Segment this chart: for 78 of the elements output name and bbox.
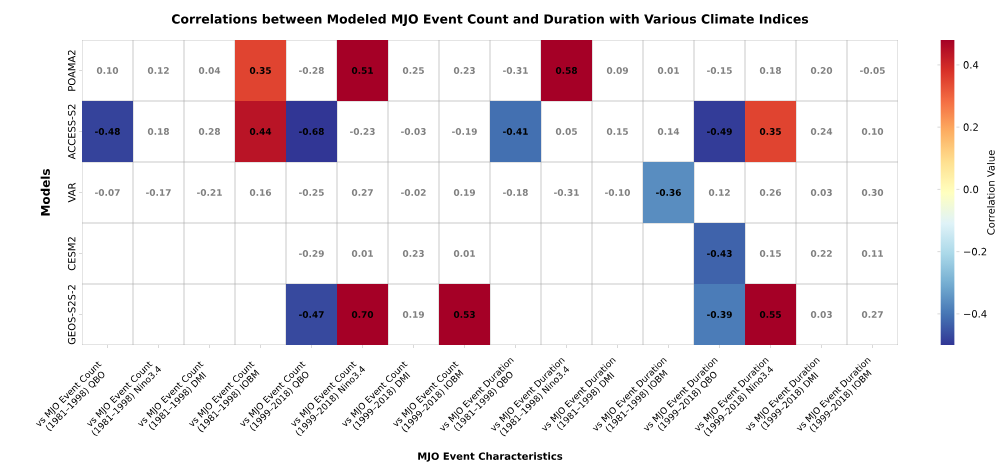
text: 0.24 <box>810 128 833 135</box>
color-bar-label: −0.4 <box>964 310 987 318</box>
text: 0.27 <box>351 189 373 196</box>
text: 0.19 <box>402 311 424 318</box>
text: 0.03 <box>810 311 832 318</box>
text: 0.12 <box>708 189 730 196</box>
data-label: 0.70 <box>351 311 374 318</box>
text: -0.25 <box>299 189 324 196</box>
text: -0.21 <box>197 189 222 196</box>
text: -0.23 <box>350 128 375 135</box>
text: 0.27 <box>861 311 883 318</box>
text: 0.01 <box>453 250 475 257</box>
text: -0.02 <box>401 189 426 196</box>
text: 0.28 <box>198 128 221 135</box>
text: -0.29 <box>299 250 324 257</box>
text: -0.17 <box>146 189 171 196</box>
text: -0.19 <box>452 128 477 135</box>
text: 0.18 <box>147 128 170 135</box>
text: 0.18 <box>759 67 782 74</box>
data-label: 0.51 <box>351 67 373 74</box>
text: 0.12 <box>147 67 169 74</box>
text: 0.04 <box>198 67 221 74</box>
text: 0.15 <box>606 128 628 135</box>
text: -0.10 <box>605 189 631 196</box>
text: -0.28 <box>299 67 324 74</box>
data-label: 0.44 <box>249 128 272 135</box>
text: -0.07 <box>95 189 120 196</box>
y-axis-title: Models <box>40 169 50 216</box>
data-label: 0.58 <box>555 67 578 74</box>
text: 0.01 <box>657 67 679 74</box>
text: 0.09 <box>606 67 629 74</box>
data-label: 0.35 <box>249 67 271 74</box>
text: 0.01 <box>351 250 373 257</box>
text: 0.30 <box>861 189 884 196</box>
data-label: 0.55 <box>759 311 781 318</box>
data-label: -0.39 <box>707 311 732 318</box>
color-bar-label: 0.2 <box>963 123 978 131</box>
text: 0.03 <box>810 189 832 196</box>
text: -0.05 <box>860 67 885 74</box>
text: 0.19 <box>453 189 475 196</box>
text: 0.11 <box>861 250 883 257</box>
text: 0.25 <box>402 67 424 74</box>
data-label: -0.41 <box>503 128 528 135</box>
text: 0.23 <box>453 67 475 74</box>
text: 0.20 <box>810 67 833 74</box>
color-bar-label: −0.2 <box>964 247 987 256</box>
text: -0.18 <box>503 189 528 196</box>
x-axis-title: MJO Event Characteristics <box>418 452 563 462</box>
y-tick-label: ACCESS-S2 <box>67 104 76 160</box>
y-tick-label: VAR <box>68 182 76 203</box>
text: 0.15 <box>759 250 781 257</box>
y-tick-label: POAMA2 <box>67 50 76 91</box>
data-label: 0.35 <box>759 128 781 135</box>
data-label: -0.48 <box>95 128 120 135</box>
text: 0.14 <box>657 128 680 135</box>
text: 0.16 <box>249 189 272 196</box>
data-label: -0.49 <box>707 128 732 135</box>
text: -0.03 <box>401 128 426 135</box>
y-tick-label: GEOS-S2S-2 <box>67 285 76 345</box>
text: 0.05 <box>555 128 577 135</box>
text: 0.23 <box>402 250 424 257</box>
color-bar-title: Correlation Value <box>986 150 995 235</box>
color-bar-label: 0.0 <box>963 185 979 194</box>
text: -0.31 <box>503 67 528 74</box>
data-label: -0.36 <box>656 189 681 196</box>
data-label: -0.47 <box>299 311 324 318</box>
data-label: 0.53 <box>453 311 475 318</box>
y-tick-label: CESM2 <box>67 237 76 271</box>
text: -0.15 <box>707 67 732 74</box>
data-label: -0.68 <box>299 128 324 135</box>
color-bar-label: 0.4 <box>963 61 979 69</box>
chart-title: Correlations between Modeled MJO Event Count and Duration with Various Climate Indices <box>171 14 809 26</box>
text: 0.10 <box>96 67 119 74</box>
text: 0.22 <box>810 250 832 257</box>
data-label: -0.43 <box>707 250 732 257</box>
text: 0.26 <box>759 189 782 196</box>
text: -0.31 <box>554 189 579 196</box>
text: 0.10 <box>861 128 884 135</box>
